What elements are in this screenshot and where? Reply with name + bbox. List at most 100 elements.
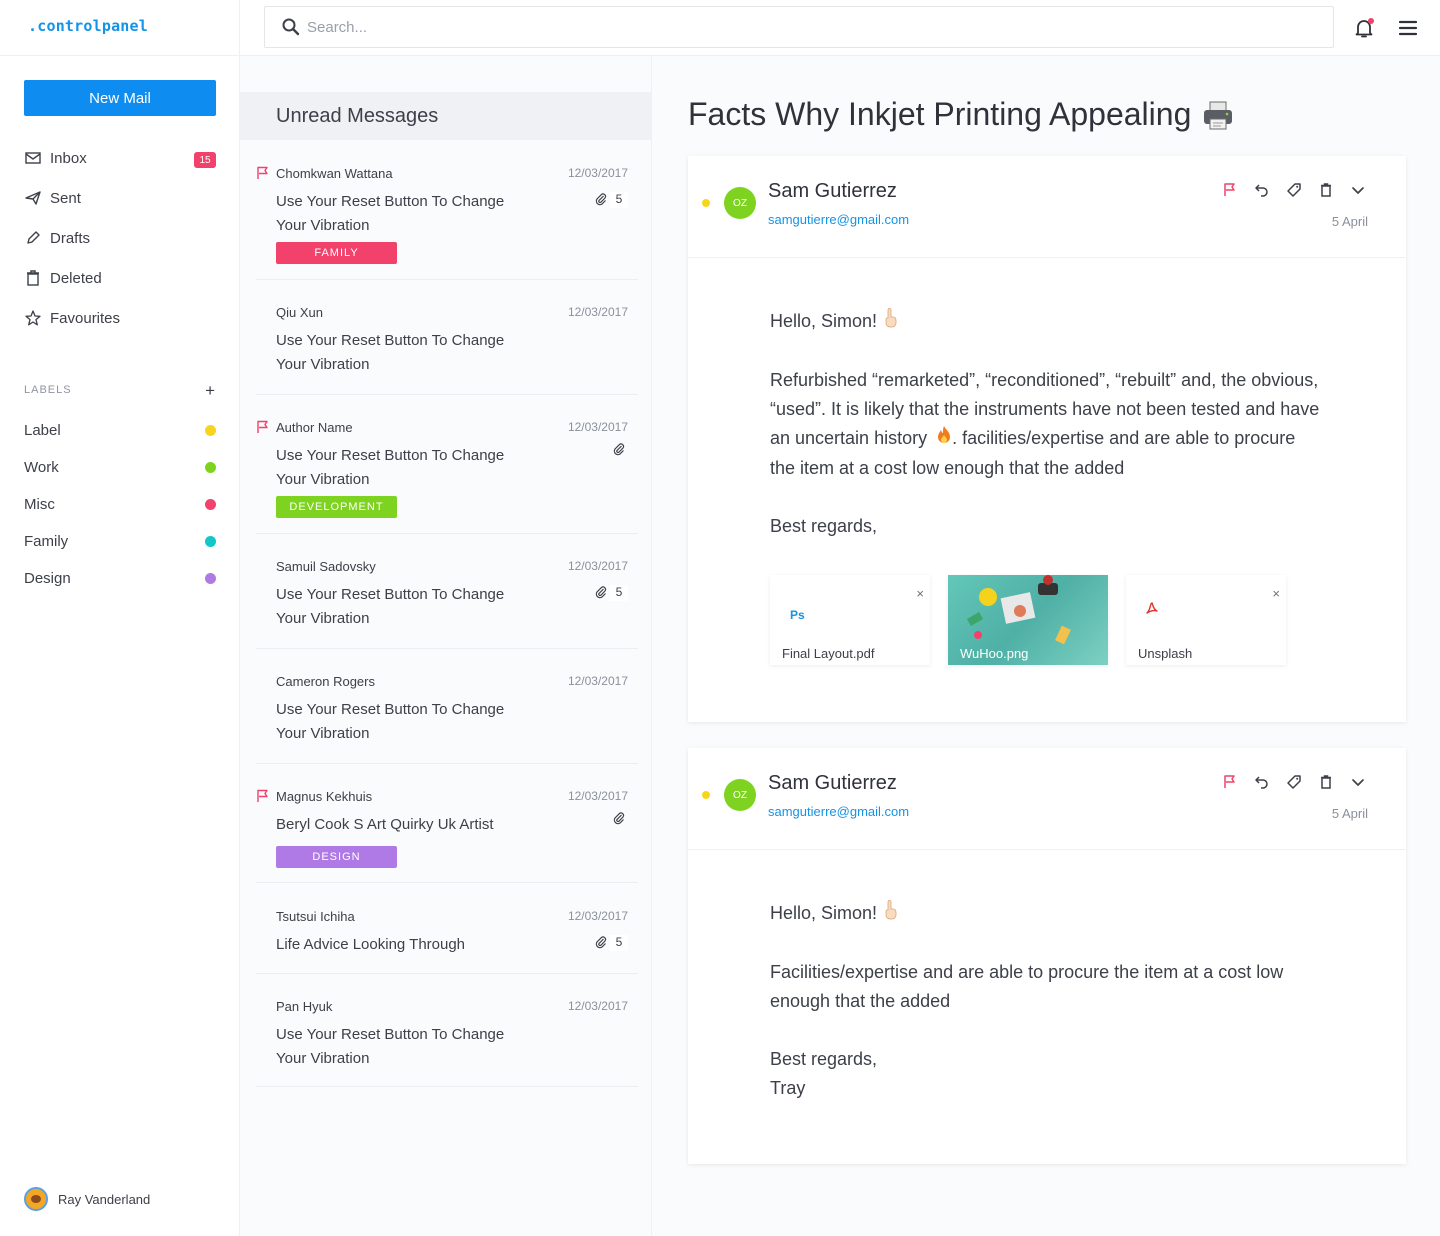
label-color-dot [205, 499, 216, 510]
logo[interactable]: .controlpanel [28, 17, 148, 35]
message-date: 12/03/2017 [567, 559, 628, 573]
list-item[interactable]: Qiu Xun 12/03/2017 Use Your Reset Button… [256, 295, 638, 395]
attachment-card[interactable]: Ps × Final Layout.pdf [770, 574, 930, 665]
message-subject: Use Your Reset Button To Change Your Vib… [276, 332, 505, 373]
notification-dot [1368, 18, 1374, 24]
list-item[interactable]: Magnus Kekhuis 12/03/2017 Beryl Cook S A… [256, 779, 638, 883]
sidebar-nav: Inbox 15 Sent Drafts Deleted Favourites [24, 138, 216, 338]
sidebar-item-sent[interactable]: Sent [24, 178, 216, 218]
label-item-design[interactable]: Design [24, 560, 216, 597]
trash-icon [1321, 775, 1331, 789]
email-header: OZ Sam Gutierrez samgutierre@gmail.com 5… [688, 156, 1406, 258]
email-body: Hello, Simon! Refurbished “remarketed”, … [688, 258, 1406, 665]
list-item[interactable]: Samuil Sadovsky 12/03/2017 Use Your Rese… [256, 549, 638, 649]
paperclip-icon [613, 443, 625, 456]
user-name: Ray Vanderland [58, 1191, 151, 1207]
sender-email[interactable]: samgutierre@gmail.com [768, 212, 910, 227]
email-greeting: Hello, Simon! [770, 899, 1324, 929]
label-item-label[interactable]: Label [24, 412, 216, 449]
expand-button[interactable] [1350, 774, 1366, 790]
list-item[interactable]: Cameron Rogers 12/03/2017 Use Your Reset… [256, 664, 638, 764]
new-mail-button[interactable]: New Mail [24, 80, 216, 116]
tag-button[interactable] [1286, 774, 1302, 790]
sidebar-item-deleted[interactable]: Deleted [24, 258, 216, 298]
sender-email[interactable]: samgutierre@gmail.com [768, 804, 910, 819]
sender-avatar: OZ [724, 187, 756, 219]
inbox-icon [25, 152, 41, 164]
message-date: 12/03/2017 [567, 909, 628, 923]
label-name: Work [24, 459, 59, 476]
label-item-misc[interactable]: Misc [24, 486, 216, 523]
star-icon [25, 310, 41, 326]
thread-title-text: Facts Why Inkjet Printing Appealing [688, 96, 1192, 132]
pdf-icon [1146, 601, 1158, 614]
labels-heading: LABELS + [24, 381, 216, 400]
reply-button[interactable] [1254, 774, 1270, 790]
delete-button[interactable] [1318, 182, 1334, 198]
flag-icon[interactable] [256, 789, 270, 803]
message-date: 12/03/2017 [567, 305, 628, 319]
notifications-button[interactable] [1352, 16, 1376, 40]
delete-button[interactable] [1318, 774, 1334, 790]
search-box[interactable] [264, 6, 1334, 48]
sidebar-item-label: Inbox [50, 149, 87, 167]
email-actions [1222, 182, 1366, 198]
chevron-down-icon [1352, 779, 1364, 786]
list-item[interactable]: Chomkwan Wattana 12/03/2017 Use Your Res… [256, 156, 638, 280]
remove-attachment-button[interactable]: × [916, 585, 924, 601]
attachment-count: 5 [610, 585, 628, 601]
list-item[interactable]: Author Name 12/03/2017 Use Your Reset Bu… [256, 410, 638, 534]
sidebar-item-inbox[interactable]: Inbox 15 [24, 138, 216, 178]
attachment-card[interactable]: × Unsplash [1126, 574, 1286, 665]
tag-icon [1287, 183, 1301, 197]
remove-attachment-button[interactable]: × [1272, 585, 1280, 601]
top-bar [240, 0, 1440, 56]
message-subject: Use Your Reset Button To Change Your Vib… [276, 447, 505, 488]
sidebar-item-label: Favourites [50, 309, 121, 327]
email-thread-title: Facts Why Inkjet Printing Appealing [688, 96, 1235, 133]
greeting-text: Hello, Simon! [770, 903, 878, 923]
add-label-button[interactable]: + [205, 381, 216, 400]
menu-button[interactable] [1398, 18, 1418, 38]
attachments: Ps × Final Layout.pdf WuHo [770, 574, 1324, 665]
label-color-dot [205, 573, 216, 584]
attachment-image[interactable]: WuHoo.png [948, 574, 1108, 665]
user-profile[interactable]: Ray Vanderland [24, 1187, 150, 1211]
label-item-family[interactable]: Family [24, 523, 216, 560]
paperclip-icon [595, 586, 607, 599]
chevron-down-icon [1352, 187, 1364, 194]
attachment-name: Final Layout.pdf [782, 645, 875, 661]
message-list: Unread Messages Chomkwan Wattana 12/03/2… [240, 56, 652, 1236]
label-name: Family [24, 533, 69, 550]
pencil-icon [27, 231, 40, 244]
signoff-text: Best regards, [770, 1048, 878, 1069]
label-name: Design [24, 570, 71, 587]
tag-button[interactable] [1286, 182, 1302, 198]
list-item[interactable]: Tsutsui Ichiha 12/03/2017 Life Advice Lo… [256, 899, 638, 974]
reply-button[interactable] [1254, 182, 1270, 198]
label-item-work[interactable]: Work [24, 449, 216, 486]
flag-icon[interactable] [256, 420, 270, 434]
message-author: Cameron Rogers [276, 674, 375, 689]
sender-avatar: OZ [724, 779, 756, 811]
flag-icon[interactable] [256, 166, 270, 180]
sidebar: .controlpanel New Mail Inbox 15 Sent Dra… [0, 0, 240, 1236]
labels-title: LABELS [24, 384, 72, 396]
flag-button[interactable] [1222, 182, 1238, 198]
reply-icon [1255, 776, 1268, 789]
sidebar-item-label: Drafts [50, 229, 91, 247]
fire-icon [936, 425, 952, 454]
flag-icon [1224, 183, 1235, 196]
search-input[interactable] [307, 18, 1207, 36]
flag-button[interactable] [1222, 774, 1238, 790]
sidebar-item-drafts[interactable]: Drafts [24, 218, 216, 258]
expand-button[interactable] [1350, 182, 1366, 198]
email-greeting: Hello, Simon! [770, 307, 1324, 337]
printer-icon[interactable] [1201, 98, 1235, 132]
list-item[interactable]: Pan Hyuk 12/03/2017 Use Your Reset Butto… [256, 989, 638, 1087]
signature: Tray [770, 1077, 806, 1098]
reading-pane: Facts Why Inkjet Printing Appealing OZ S… [652, 56, 1440, 1236]
sidebar-item-favourites[interactable]: Favourites [24, 298, 216, 338]
message-author: Magnus Kekhuis [276, 789, 373, 804]
divider [0, 55, 240, 56]
